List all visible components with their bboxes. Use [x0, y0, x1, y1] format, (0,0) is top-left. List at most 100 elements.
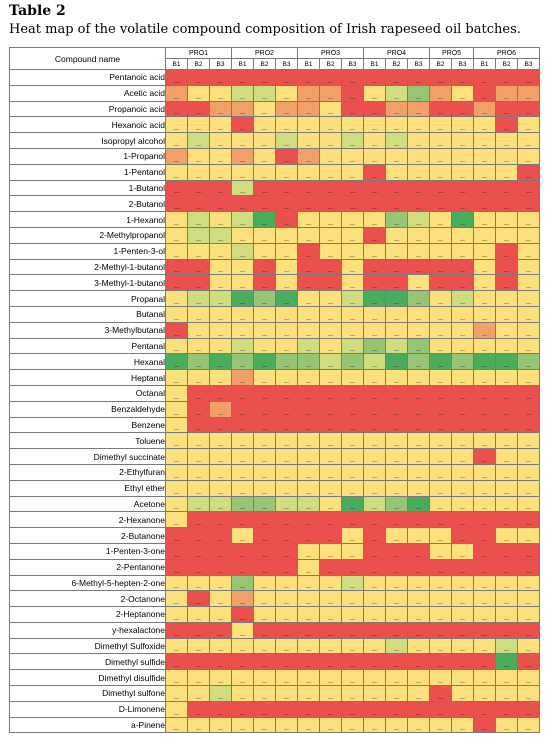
table-row: y-hexalactone [9, 621, 540, 639]
heat-cell [341, 305, 364, 323]
heat-cell [429, 147, 452, 165]
heat-cell [165, 290, 188, 307]
compound-name: Hexanal [9, 353, 166, 371]
compound-name: Acetone [9, 495, 166, 513]
heat-cell [407, 637, 430, 655]
heat-cell [187, 637, 210, 655]
producer-header-pro1: PRO1 [165, 47, 232, 59]
heat-cell [407, 606, 430, 623]
heat-cell [385, 69, 408, 86]
heat-cell [363, 669, 386, 687]
heat-cell [297, 653, 320, 671]
heat-cell [341, 432, 364, 450]
table-row: 2-Hexanone [9, 511, 540, 529]
heat-cell [407, 274, 430, 292]
heat-cell [429, 84, 452, 102]
heat-cell [517, 432, 540, 450]
heat-cell [385, 432, 408, 450]
heat-cell [253, 700, 276, 718]
compound-name: Dimethyl sulfide [9, 653, 166, 671]
heat-cell [297, 542, 320, 560]
heat-cell [297, 179, 320, 197]
heat-cell [517, 274, 540, 292]
compound-name: 2-Methylpropanol [9, 226, 166, 244]
heat-cell [363, 84, 386, 102]
heat-cell [407, 337, 430, 355]
heat-cell [297, 353, 320, 371]
heat-cell [209, 195, 232, 213]
heat-cell [429, 226, 452, 244]
heat-cell [253, 100, 276, 118]
heat-cell [495, 479, 518, 497]
heat-cell [341, 558, 364, 576]
heat-cell [275, 132, 298, 149]
heat-cell [275, 700, 298, 718]
heat-cell [407, 448, 430, 465]
producer-header-pro2: PRO2 [231, 47, 298, 59]
batch-header: B2 [319, 58, 342, 70]
heat-cell [517, 574, 540, 592]
heat-cell [517, 369, 540, 386]
heat-cell [451, 226, 474, 244]
heat-cell [429, 432, 452, 450]
heat-cell [165, 84, 188, 102]
heat-cell [341, 384, 364, 402]
heat-cell [297, 369, 320, 386]
heat-cell [165, 400, 188, 418]
heat-cell [517, 511, 540, 529]
heat-cell [165, 274, 188, 292]
heat-cell [253, 369, 276, 386]
heat-cell [407, 369, 430, 386]
heat-cell [165, 621, 188, 639]
heat-cell [517, 669, 540, 687]
heat-cell [275, 511, 298, 529]
heat-cell [495, 132, 518, 149]
heat-cell [165, 242, 188, 260]
heat-cell [187, 685, 210, 702]
heat-cell [209, 353, 232, 371]
heat-cell [495, 685, 518, 702]
heat-cell [495, 463, 518, 481]
heat-cell [517, 479, 540, 497]
producer-header-pro5: PRO5 [429, 47, 474, 59]
heat-cell [451, 669, 474, 687]
heat-cell [341, 211, 364, 228]
heat-cell [165, 147, 188, 165]
compound-name: 2-Methyl-1-butanol [9, 258, 166, 276]
heat-cell [209, 527, 232, 544]
heat-cell [253, 511, 276, 529]
heat-cell [407, 116, 430, 134]
heat-cell [231, 574, 254, 592]
table-row: Toluene [9, 432, 540, 450]
heat-cell [165, 305, 188, 323]
heat-cell [363, 606, 386, 623]
table-row: 1-Butanol [9, 179, 540, 197]
table-row: Pentanoic acid [9, 69, 540, 86]
heat-cell [385, 716, 408, 734]
heat-cell [363, 637, 386, 655]
heat-cell [341, 100, 364, 118]
heat-cell [165, 416, 188, 434]
heat-cell [385, 606, 408, 623]
heat-cell [253, 226, 276, 244]
heat-cell [451, 511, 474, 529]
heat-cell [517, 163, 540, 181]
heat-cell [209, 290, 232, 307]
heat-cell [363, 716, 386, 734]
heat-cell [231, 416, 254, 434]
heat-cell [253, 400, 276, 418]
heat-cell [341, 321, 364, 339]
heat-cell [341, 448, 364, 465]
heat-cell [517, 321, 540, 339]
heat-cell [231, 590, 254, 608]
heat-cell [363, 69, 386, 86]
heat-cell [473, 574, 496, 592]
heat-cell [407, 290, 430, 307]
heat-cell [451, 258, 474, 276]
heat-cell [341, 416, 364, 434]
heat-cell [341, 242, 364, 260]
table-row: 2-Methylpropanol [9, 226, 540, 244]
heat-cell [187, 242, 210, 260]
table-row: 1-Pentanol [9, 163, 540, 181]
heat-cell [451, 716, 474, 734]
